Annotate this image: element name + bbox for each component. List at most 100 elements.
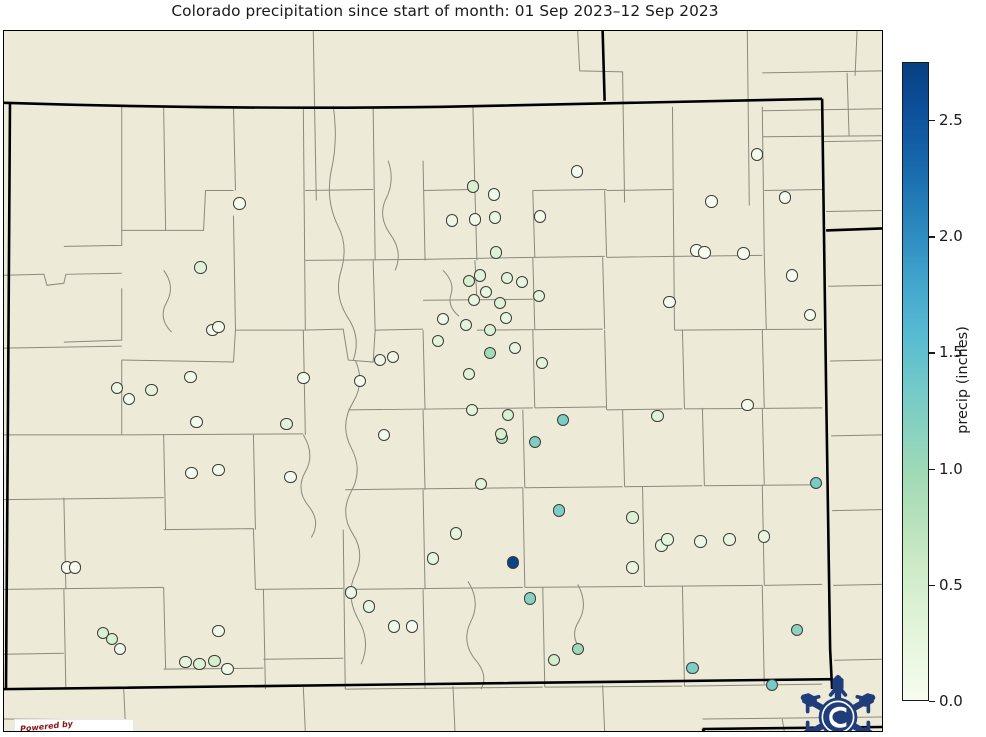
precip-point[interactable] — [532, 290, 545, 303]
precip-data-points — [4, 31, 882, 731]
precip-point[interactable] — [493, 297, 507, 310]
precip-point[interactable] — [786, 269, 799, 282]
precip-point[interactable] — [113, 643, 126, 656]
colorbar[interactable] — [902, 62, 929, 701]
precip-point[interactable] — [110, 381, 123, 395]
map-basemap — [4, 31, 882, 731]
precip-point[interactable] — [803, 309, 817, 322]
precip-point[interactable] — [68, 561, 82, 574]
precip-point[interactable] — [190, 415, 203, 429]
colorbar-tick-mark — [929, 236, 935, 238]
precip-point[interactable] — [698, 246, 711, 259]
precip-point[interactable] — [449, 527, 463, 540]
precip-point[interactable] — [185, 466, 198, 479]
precip-point[interactable] — [556, 413, 569, 427]
precip-point[interactable] — [386, 350, 400, 364]
precip-point[interactable] — [466, 180, 480, 193]
precip-point[interactable] — [779, 191, 792, 204]
precip-point[interactable] — [467, 294, 481, 307]
precip-point[interactable] — [473, 269, 487, 282]
precip-point[interactable] — [284, 470, 297, 483]
precip-point[interactable] — [506, 556, 520, 569]
precip-point[interactable] — [468, 213, 482, 226]
precip-point[interactable] — [791, 624, 804, 637]
precip-point[interactable] — [179, 656, 192, 669]
precip-point[interactable] — [651, 409, 664, 423]
precip-point[interactable] — [533, 210, 546, 223]
precip-point[interactable] — [431, 334, 445, 348]
precip-point[interactable] — [552, 504, 565, 517]
precip-point[interactable] — [488, 211, 502, 224]
precip-point[interactable] — [405, 620, 419, 633]
precip-point[interactable] — [479, 286, 493, 299]
precip-point[interactable] — [508, 341, 522, 355]
precip-point[interactable] — [377, 428, 391, 442]
precip-point[interactable] — [694, 535, 707, 548]
precip-point[interactable] — [462, 275, 476, 288]
precip-point[interactable] — [766, 678, 779, 692]
precip-point[interactable] — [184, 370, 197, 384]
precip-point[interactable] — [741, 398, 754, 412]
precip-point[interactable] — [661, 533, 674, 546]
precip-point[interactable] — [465, 403, 479, 417]
precip-point[interactable] — [354, 374, 367, 388]
precip-point[interactable] — [686, 661, 699, 675]
precip-point[interactable] — [193, 658, 206, 671]
precip-point[interactable] — [280, 417, 293, 431]
map-panel[interactable]: Powered by ACIS Regional Climate Centers — [3, 30, 883, 732]
land-fill — [4, 31, 882, 731]
precip-point[interactable] — [751, 148, 764, 161]
precip-point[interactable] — [208, 655, 221, 668]
precip-point[interactable] — [212, 320, 225, 334]
precip-point[interactable] — [145, 383, 158, 397]
precip-point[interactable] — [345, 586, 358, 599]
state-boundaries — [4, 31, 882, 731]
precip-point[interactable] — [221, 662, 234, 676]
precip-point[interactable] — [373, 353, 387, 367]
precip-point[interactable] — [474, 477, 488, 490]
precip-point[interactable] — [501, 408, 515, 422]
precip-point[interactable] — [387, 620, 401, 633]
precip-point[interactable] — [626, 561, 639, 574]
colorbar-tick-label: 1.5 — [939, 343, 963, 362]
precip-point[interactable] — [105, 633, 118, 646]
precip-point[interactable] — [445, 214, 459, 227]
precip-point[interactable] — [212, 625, 225, 638]
precip-point[interactable] — [489, 246, 503, 259]
precip-point[interactable] — [515, 276, 529, 289]
precip-point[interactable] — [362, 600, 376, 613]
precip-point[interactable] — [528, 435, 541, 449]
precip-point[interactable] — [570, 165, 583, 178]
precip-point[interactable] — [626, 511, 639, 524]
precip-point[interactable] — [535, 356, 548, 370]
precip-point[interactable] — [663, 296, 676, 309]
precip-point[interactable] — [723, 533, 736, 546]
precip-point[interactable] — [122, 392, 135, 406]
precip-point[interactable] — [499, 311, 513, 325]
precip-point[interactable] — [297, 371, 310, 385]
precip-point[interactable] — [436, 312, 450, 326]
colorbar-tick-label: 0.0 — [939, 692, 963, 710]
precip-point[interactable] — [571, 643, 584, 656]
precip-point[interactable] — [500, 272, 514, 285]
precip-point[interactable] — [194, 261, 207, 274]
colorbar-tick-mark — [929, 701, 935, 703]
precip-point[interactable] — [212, 463, 225, 476]
acis-wordmark: ACIS — [87, 729, 129, 731]
precip-point[interactable] — [233, 197, 246, 210]
precip-point[interactable] — [487, 188, 501, 201]
precip-point[interactable] — [462, 367, 476, 381]
precip-point[interactable] — [494, 427, 508, 441]
precip-point[interactable] — [483, 323, 497, 337]
precip-point[interactable] — [809, 476, 823, 489]
precip-point[interactable] — [483, 346, 497, 360]
precip-point[interactable] — [459, 318, 473, 332]
colorbar-tick-mark — [929, 120, 935, 122]
precip-point[interactable] — [758, 530, 771, 543]
precip-point[interactable] — [705, 195, 718, 208]
precip-point[interactable] — [737, 247, 750, 260]
precip-point[interactable] — [547, 654, 560, 667]
precip-point[interactable] — [426, 552, 440, 565]
precip-point[interactable] — [523, 592, 536, 605]
